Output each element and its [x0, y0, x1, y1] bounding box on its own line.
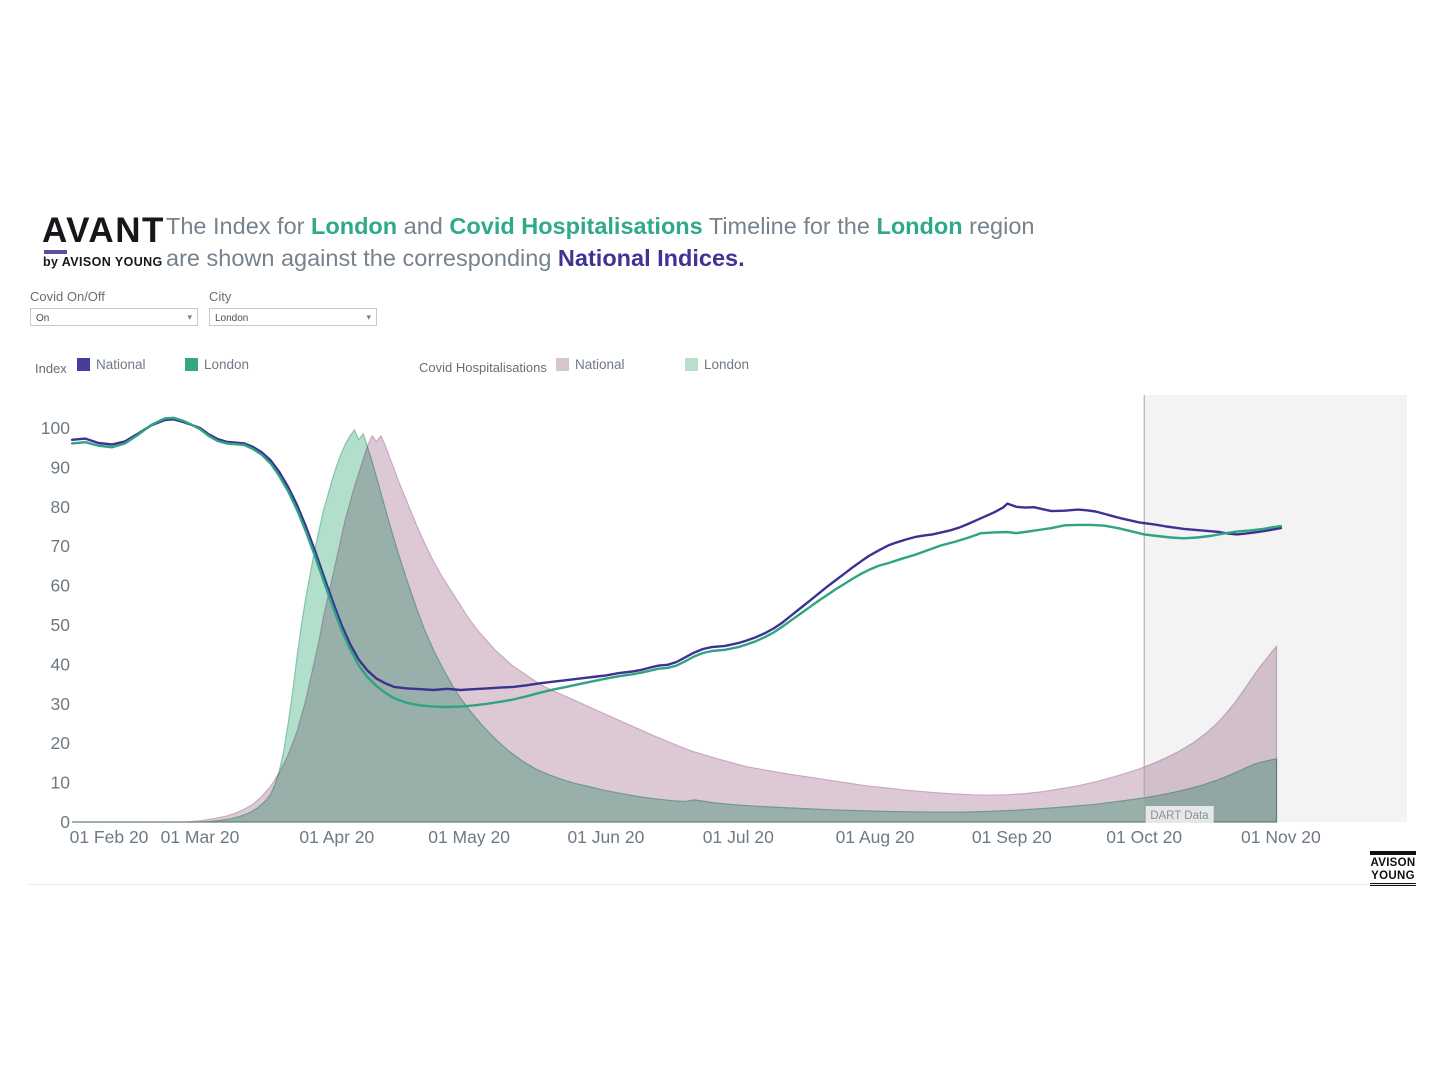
- x-axis-tick: 01 Aug 20: [836, 827, 915, 847]
- title-segment: Covid Hospitalisations: [449, 213, 703, 239]
- title-segment: London: [311, 213, 398, 239]
- avison-young-logo: AVISON YOUNG: [1370, 851, 1416, 886]
- hospitalisations-legend-title: Covid Hospitalisations: [419, 360, 547, 375]
- x-axis-tick: 01 Sep 20: [972, 827, 1052, 847]
- dashboard-title: The Index for London and Covid Hospitali…: [166, 211, 1076, 274]
- hospitalisations-national-area: [72, 434, 1278, 823]
- dropdown-caret-icon[interactable]: ▾: [187, 312, 192, 322]
- covid-on-off-value: On: [36, 313, 50, 324]
- x-axis-tick: 01 Nov 20: [1241, 827, 1321, 847]
- covid-filter: Covid On/Off On ▾: [30, 289, 198, 326]
- y-axis-tick: 100: [41, 418, 70, 438]
- legend-item-hosp-national[interactable]: National: [556, 357, 625, 372]
- city-select[interactable]: London ▾: [209, 308, 377, 326]
- legend-item-label: London: [704, 357, 750, 372]
- y-axis-tick: 30: [51, 694, 71, 714]
- avant-logo-accent-bar: [44, 250, 67, 254]
- hospitalisations-london-area: [72, 428, 1278, 823]
- y-axis-tick: 10: [51, 773, 71, 793]
- index-london-swatch: [185, 358, 198, 371]
- city-select-value: London: [215, 313, 249, 324]
- y-axis-tick: 40: [51, 654, 71, 674]
- x-axis-tick: 01 Jul 20: [703, 827, 774, 847]
- bottom-divider: [28, 884, 1412, 885]
- index-national-swatch: [77, 358, 90, 371]
- title-segment: The Index for: [166, 213, 311, 239]
- hosp-national-swatch: [556, 358, 569, 371]
- title-segment: are shown against the corresponding: [166, 244, 558, 271]
- y-axis-tick: 80: [51, 497, 71, 517]
- y-axis-tick: 90: [51, 457, 71, 477]
- y-axis-tick: 70: [51, 536, 71, 556]
- city-filter: City London ▾: [209, 289, 377, 326]
- title-segment: London: [876, 213, 963, 239]
- x-axis-tick: 01 May 20: [428, 827, 510, 847]
- dart-data-label-bg: [1145, 806, 1214, 823]
- filter-bar: Covid On/Off On ▾ City London ▾: [30, 289, 377, 326]
- dashboard-title-line1: The Index for London and Covid Hospitali…: [166, 211, 1076, 243]
- dart-data-label: DART Data: [1150, 810, 1209, 822]
- x-axis-tick: 01 Jun 20: [567, 827, 644, 847]
- title-segment: National Indices.: [557, 244, 745, 271]
- hosp-london-swatch: [685, 358, 698, 371]
- x-axis-tick: 01 Oct 20: [1106, 827, 1182, 847]
- legend-item-index-london[interactable]: London: [185, 357, 249, 372]
- x-axis-tick: 01 Feb 20: [70, 827, 149, 847]
- title-segment: Timeline for the: [702, 213, 877, 239]
- x-axis-tick: 01 Mar 20: [161, 827, 240, 847]
- legend-item-hosp-london[interactable]: London: [685, 357, 749, 372]
- index-national-line: [70, 418, 1283, 692]
- legend-item-label: National: [96, 357, 146, 372]
- y-axis-tick: 60: [51, 576, 71, 596]
- covid-filter-label: Covid On/Off: [30, 289, 105, 304]
- avison-young-logo-line1: AVISON: [1370, 857, 1416, 869]
- legend-item-label: National: [575, 357, 625, 372]
- dropdown-caret-icon[interactable]: ▾: [366, 312, 371, 322]
- title-segment: region: [962, 213, 1035, 239]
- legend-item-label: London: [204, 357, 250, 372]
- avant-logo-subtitle: by AVISON YOUNG: [43, 255, 163, 269]
- city-filter-label: City: [209, 289, 232, 304]
- title-segment: and: [397, 213, 450, 239]
- index-london-line: [70, 416, 1283, 709]
- dashboard-title-line2: are shown against the corresponding Nati…: [166, 243, 1076, 275]
- index-legend-title: Index: [35, 361, 67, 376]
- avant-logo: AVANT: [42, 211, 165, 250]
- y-axis-tick: 50: [51, 615, 71, 635]
- avison-young-logo-line2: YOUNG: [1371, 869, 1415, 882]
- covid-on-off-select[interactable]: On ▾: [30, 308, 198, 326]
- y-axis-tick: 0: [60, 812, 70, 832]
- y-axis-tick: 20: [51, 733, 71, 753]
- x-axis-tick: 01 Apr 20: [299, 827, 374, 847]
- legend-item-index-national[interactable]: National: [77, 357, 146, 372]
